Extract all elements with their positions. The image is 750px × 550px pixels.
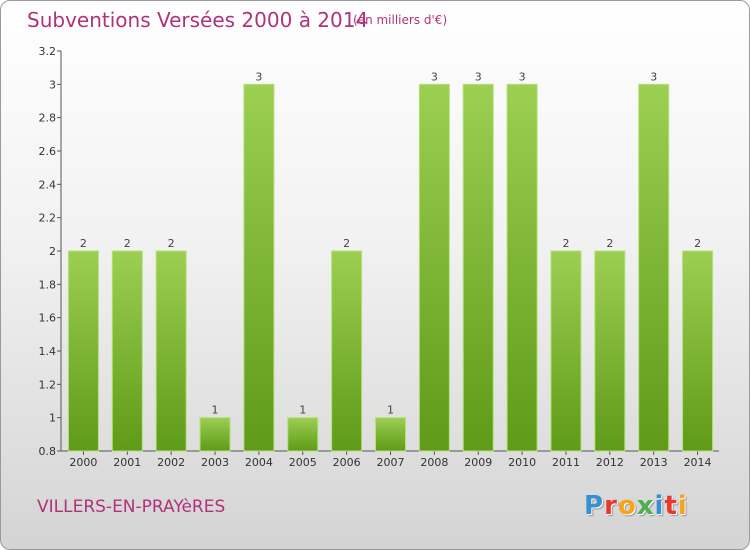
data-label: 2 [124,237,131,250]
bar [462,83,494,452]
data-label: 1 [387,404,394,417]
y-tick-label: 0.8 [39,445,57,458]
data-label: 2 [606,237,613,250]
logo-letter: i [654,491,665,521]
x-tick-label: 2006 [333,456,361,469]
bar [550,250,582,452]
data-label: 2 [562,237,569,250]
y-tick-label: 1.8 [39,278,57,291]
bar [506,83,538,452]
logo-letter: t [664,491,678,521]
chart-title: Subventions Versées 2000 à 2014 [27,8,369,32]
bar [155,250,187,452]
logo-letter: o [617,491,637,521]
bar [199,417,231,452]
x-tick-label: 2011 [552,456,580,469]
bar [418,83,450,452]
logo-letter: x [636,491,655,521]
data-label: 3 [519,70,526,83]
x-tick-label: 2000 [69,456,97,469]
data-label: 3 [475,70,482,83]
logo-letter: r [604,491,618,521]
y-tick-label: 1 [49,412,56,425]
x-tick-label: 2005 [289,456,317,469]
data-label: 3 [431,70,438,83]
bar [682,250,714,452]
data-label: 2 [694,237,701,250]
logo-letter: P [584,491,605,521]
y-tick-label: 2 [49,245,56,258]
bar [243,83,275,452]
y-tick-label: 3.2 [39,45,57,58]
bar [638,83,670,452]
data-label: 1 [299,404,306,417]
bar [375,417,406,452]
data-label: 2 [343,237,350,250]
y-tick-label: 1.6 [39,312,57,325]
bar [594,250,626,452]
x-tick-label: 2009 [464,456,492,469]
chart-labels: 2 2000 2 2001 2 2002 1 2003 3 2004 1 2005 2 2006 1 2007… [69,70,711,469]
bar [331,250,363,452]
y-tick-label: 2.8 [39,112,57,125]
x-tick-label: 2004 [245,456,273,469]
data-label: 3 [255,70,262,83]
chart-bars [67,83,714,452]
data-label: 3 [650,70,657,83]
bar [67,250,99,452]
logo-letter: i [677,491,688,521]
y-tick-label: 2.4 [39,178,57,191]
x-tick-label: 2008 [420,456,448,469]
proxiti-logo: Proxiti [584,491,688,521]
x-tick-label: 2012 [596,456,624,469]
bar [287,417,319,452]
x-tick-label: 2014 [684,456,712,469]
x-tick-label: 2013 [640,456,668,469]
data-label: 1 [212,404,219,417]
x-tick-label: 2003 [201,456,229,469]
y-tick-label: 3 [49,78,56,91]
y-tick-label: 2.2 [39,212,57,225]
y-tick-label: 1.2 [39,378,57,391]
data-label: 2 [168,237,175,250]
y-tick-label: 1.4 [39,345,57,358]
data-label: 2 [80,237,87,250]
x-tick-label: 2001 [113,456,141,469]
x-tick-label: 2002 [157,456,185,469]
y-tick-label: 2.6 [39,145,57,158]
x-tick-label: 2010 [508,456,536,469]
chart-unit: (en milliers d'€) [353,13,448,27]
bar [111,250,143,452]
x-tick-label: 2007 [377,456,405,469]
location-name: VILLERS-EN-PRAYèRES [37,497,226,517]
